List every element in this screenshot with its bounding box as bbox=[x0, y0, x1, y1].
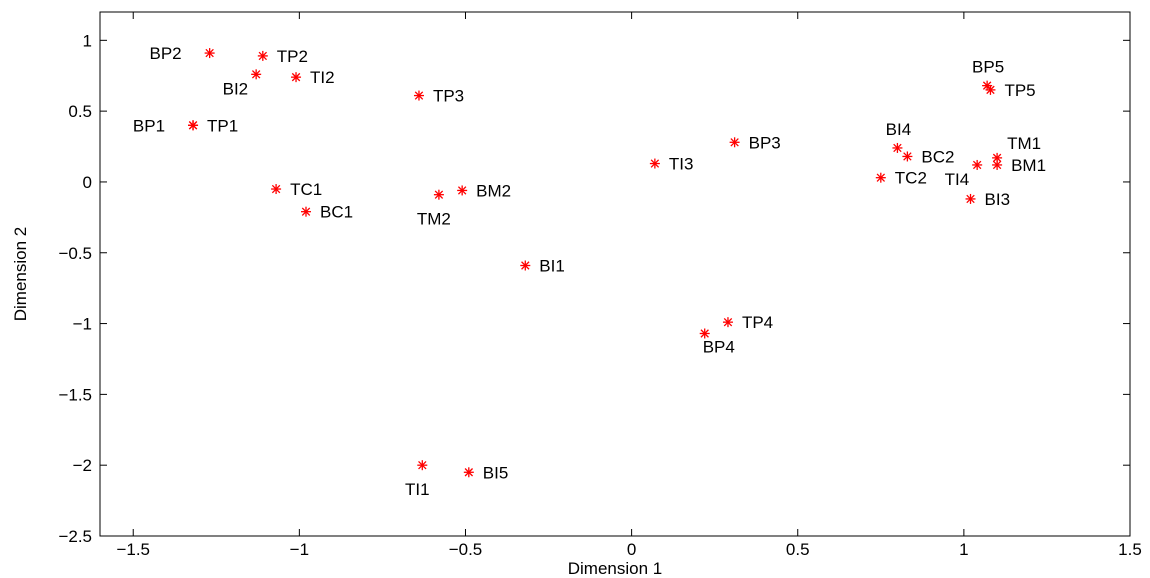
data-point-bi2 bbox=[251, 69, 262, 80]
data-point-tc1 bbox=[271, 184, 282, 195]
point-label-bm1: BM1 bbox=[1011, 156, 1046, 175]
point-label-tp3: TP3 bbox=[433, 87, 464, 106]
x-tick-label: 0 bbox=[627, 540, 636, 559]
data-point-ti3 bbox=[649, 158, 660, 169]
point-label-bc1: BC1 bbox=[320, 203, 353, 222]
point-label-bi4: BI4 bbox=[886, 120, 912, 139]
point-label-tp1: TP1 bbox=[207, 116, 238, 135]
data-point-tc2 bbox=[875, 172, 886, 183]
data-point-bi3 bbox=[965, 193, 976, 204]
point-label-bi3: BI3 bbox=[985, 190, 1011, 209]
data-point-bi4 bbox=[892, 142, 903, 153]
point-label-bp2: BP2 bbox=[150, 44, 182, 63]
x-tick-label: −1.5 bbox=[116, 540, 150, 559]
data-point-tp2 bbox=[257, 50, 268, 61]
y-tick-label: −2 bbox=[73, 456, 92, 475]
point-label-ti3: TI3 bbox=[669, 155, 694, 174]
data-point-ti4 bbox=[972, 159, 983, 170]
x-axis-label: Dimension 1 bbox=[568, 559, 663, 578]
x-tick-label: −1 bbox=[290, 540, 309, 559]
plot-frame bbox=[99, 11, 1131, 537]
data-point-bp2 bbox=[204, 48, 215, 59]
data-point-bc2 bbox=[902, 151, 913, 162]
data-point-tp3 bbox=[413, 90, 424, 101]
y-tick-label: −1 bbox=[73, 315, 92, 334]
point-label-tp4: TP4 bbox=[742, 313, 773, 332]
y-tick-label: −0.5 bbox=[58, 244, 92, 263]
data-point-ti2 bbox=[291, 72, 302, 83]
point-label-bp4: BP4 bbox=[703, 337, 735, 356]
point-label-tp5: TP5 bbox=[1004, 81, 1035, 100]
point-label-bi5: BI5 bbox=[483, 463, 509, 482]
point-label-bc2: BC2 bbox=[921, 147, 954, 166]
point-label-bi2: BI2 bbox=[223, 79, 249, 98]
point-label-bm2: BM2 bbox=[476, 181, 511, 200]
x-tick-label: 1.5 bbox=[1118, 540, 1142, 559]
point-label-tm2: TM2 bbox=[417, 210, 451, 229]
y-tick-label: −2.5 bbox=[58, 527, 92, 546]
data-point-bp3 bbox=[729, 137, 740, 148]
data-point-bm2 bbox=[457, 185, 468, 196]
data-point-bm1 bbox=[992, 159, 1003, 170]
y-tick-label: 0.5 bbox=[68, 102, 92, 121]
y-axis-label: Dimension 2 bbox=[11, 227, 30, 322]
x-tick-label: 0.5 bbox=[786, 540, 810, 559]
data-point-tp5 bbox=[985, 84, 996, 95]
point-label-bp3: BP3 bbox=[749, 133, 781, 152]
point-label-bp5: BP5 bbox=[972, 58, 1004, 77]
point-label-ti2: TI2 bbox=[310, 68, 335, 87]
point-label-tm1: TM1 bbox=[1007, 134, 1041, 153]
data-point-tp1 bbox=[188, 120, 199, 131]
point-label-tc1: TC1 bbox=[290, 180, 322, 199]
point-label-bi1: BI1 bbox=[539, 257, 565, 276]
data-point-bi1 bbox=[520, 260, 531, 271]
point-label-bp1: BP1 bbox=[133, 116, 165, 135]
x-tick-label: −0.5 bbox=[449, 540, 483, 559]
axes: −1.5 −1 −0.5 0 0.5 1 1.5 −2.5 −2 −1.5 −1 −0.5 0 0.5 1 bbox=[58, 11, 1142, 559]
data-points: BP2 TP2 BI2 TI2 TP3 BP1 TP1 TC1 BC1 TM2 BM2 BI1 TI3 B… bbox=[133, 44, 1046, 499]
data-point-bp4 bbox=[699, 328, 710, 339]
data-point-ti1 bbox=[417, 460, 428, 471]
data-point-bi5 bbox=[463, 467, 474, 478]
x-tick-label: 1 bbox=[959, 540, 968, 559]
point-label-tc2: TC2 bbox=[895, 169, 927, 188]
y-tick-label: −1.5 bbox=[58, 385, 92, 404]
data-point-tm2 bbox=[433, 189, 444, 200]
point-label-ti4: TI4 bbox=[945, 170, 970, 189]
data-point-tp4 bbox=[722, 317, 733, 328]
point-label-tp2: TP2 bbox=[277, 47, 308, 66]
y-tick-label: 0 bbox=[83, 173, 92, 192]
y-tick-label: 1 bbox=[83, 31, 92, 50]
point-label-ti1: TI1 bbox=[405, 480, 430, 499]
data-point-bc1 bbox=[301, 206, 311, 217]
